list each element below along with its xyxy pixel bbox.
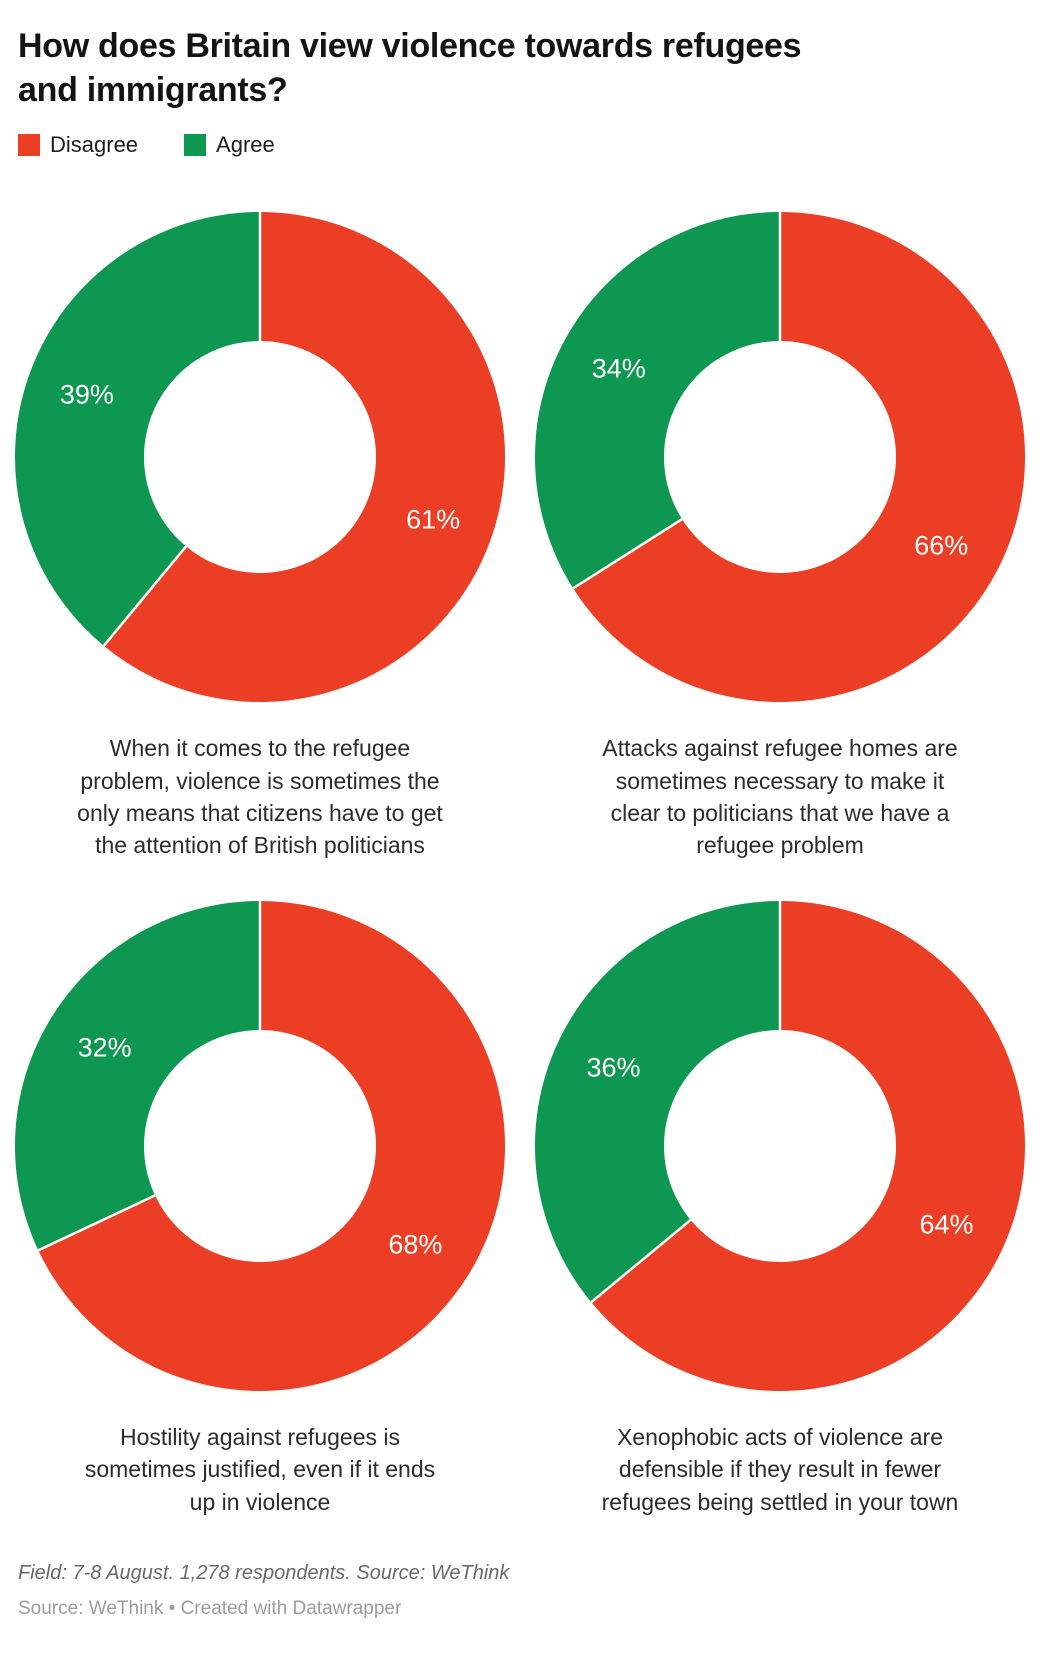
donut-hole xyxy=(144,341,376,574)
donut-cell-2: 66% 34% Attacks against refugee homes are … xyxy=(520,212,1040,861)
chart-byline: Source: WeThink • Created with Datawrapp… xyxy=(18,1597,402,1619)
pie-slice-agree xyxy=(15,212,260,647)
charts-grid: 61% 39% When it comes to the refugee probl… xyxy=(0,212,1040,1517)
slice-label-disagree: 64% xyxy=(919,1209,973,1239)
pie-slice-agree xyxy=(535,901,780,1303)
donut-caption-4: Xenophobic acts of violence are defensib… xyxy=(601,1424,959,1515)
legend-item-agree: Agree xyxy=(184,132,275,158)
donut-chart-2: 66% 34% xyxy=(535,212,1025,703)
legend-swatch-agree-icon xyxy=(184,134,207,157)
slice-label-agree: 39% xyxy=(60,380,114,410)
donut-cell-4: 64% 36% Xenophobic acts of violence are de… xyxy=(520,901,1040,1518)
donut-chart-3: 68% 32% xyxy=(15,901,505,1392)
slice-label-agree: 34% xyxy=(592,354,646,384)
donut-chart-4: 64% 36% xyxy=(535,901,1025,1392)
donut-caption-1: When it comes to the refugee problem, vi… xyxy=(77,735,443,858)
donut-hole xyxy=(664,341,896,574)
legend-label-agree: Agree xyxy=(216,132,275,158)
legend-label-disagree: Disagree xyxy=(50,132,139,158)
donut-cell-3: 68% 32% Hostility against refugees is some… xyxy=(0,901,520,1518)
donut-hole xyxy=(664,1030,896,1263)
donut-cell-1: 61% 39% When it comes to the refugee probl… xyxy=(0,212,520,861)
legend: Disagree Agree xyxy=(0,112,1040,158)
donut-caption-3: Hostility against refugees is sometimes … xyxy=(84,1424,436,1515)
legend-swatch-disagree-icon xyxy=(18,134,40,157)
chart-footer: Field: 7-8 August. 1,278 respondents. So… xyxy=(0,1518,1040,1620)
donut-caption-2: Attacks against refugee homes are someti… xyxy=(602,735,958,858)
slice-label-disagree: 66% xyxy=(914,531,968,561)
slice-label-disagree: 68% xyxy=(388,1230,442,1260)
donut-hole xyxy=(144,1030,376,1263)
slice-label-agree: 36% xyxy=(586,1053,640,1083)
donut-chart-1: 61% 39% xyxy=(15,212,505,703)
slice-label-disagree: 61% xyxy=(406,505,460,535)
legend-item-disagree: Disagree xyxy=(18,132,138,158)
chart-title: How does Britain view violence towards r… xyxy=(18,27,802,110)
chart-notes: Field: 7-8 August. 1,278 respondents. So… xyxy=(18,1561,510,1584)
slice-label-agree: 32% xyxy=(78,1033,132,1063)
